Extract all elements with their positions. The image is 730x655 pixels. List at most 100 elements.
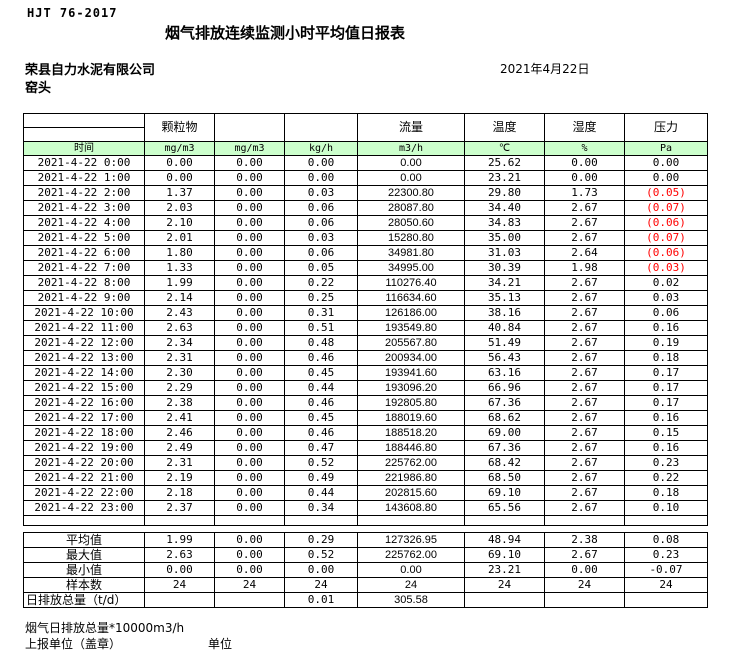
summary-value-cell: 24 [544,577,625,593]
table-row: 2021-4-22 13:00 2.31 0.00 0.46 200934.00 56.4… [23,350,708,366]
summary-value-cell: 2.63 [144,547,215,563]
value-cell: 0.46 [284,425,358,441]
summary-value-cell: 225762.00 [357,547,465,563]
summary-value-cell: 2.67 [544,547,625,563]
value-cell: 69.00 [464,425,545,441]
value-cell: 1.73 [544,185,625,201]
value-cell: 65.56 [464,500,545,516]
value-cell: 22300.80 [357,185,465,201]
value-cell: 0.22 [624,470,708,486]
time-cell: 2021-4-22 7:00 [23,260,145,276]
value-cell: 0.00 [214,155,285,171]
value-cell: 0.00 [214,200,285,216]
summary-row: 最大值 2.63 0.00 0.52 225762.00 69.10 2.67 0.23 [23,547,708,563]
value-cell: 0.00 [214,290,285,306]
station-name: 窑头 [25,81,52,96]
time-cell: 2021-4-22 2:00 [23,185,145,201]
value-cell: 0.00 [214,335,285,351]
value-cell: 2.67 [544,335,625,351]
value-cell: (0.05) [624,185,708,201]
summary-value-cell [214,592,285,608]
value-cell: 1.98 [544,260,625,276]
summary-value-cell: 0.00 [214,532,285,548]
value-cell: 0.34 [284,500,358,516]
summary-label-cell: 平均值 [23,532,145,548]
value-cell: 1.37 [144,185,215,201]
summary-value-cell: 0.01 [284,592,358,608]
value-cell: (0.07) [624,200,708,216]
summary-value-cell: 69.10 [464,547,545,563]
value-cell: 0.00 [214,305,285,321]
value-cell: 0.45 [284,365,358,381]
value-cell: 0.45 [284,410,358,426]
col-header-particulate: 颗粒物 [144,113,215,142]
value-cell: 0.00 [214,350,285,366]
unit-row: 时间 mg/m3 mg/m3 kg/h m3/h ℃ % Pa [23,141,708,156]
table-row: 2021-4-22 15:00 2.29 0.00 0.44 193096.20 66.9… [23,380,708,396]
table-row: 2021-4-22 4:00 2.10 0.00 0.06 28050.60 34.83 2… [23,215,708,231]
summary-value-cell: 24 [144,577,215,593]
value-cell: 2.67 [544,440,625,456]
value-cell: 0.00 [214,320,285,336]
summary-value-cell: 1.99 [144,532,215,548]
time-cell: 2021-4-22 18:00 [23,425,145,441]
value-cell: 35.00 [464,230,545,246]
time-cell: 2021-4-22 15:00 [23,380,145,396]
value-cell: 2.67 [544,485,625,501]
value-cell: 0.17 [624,365,708,381]
value-cell: 116634.60 [357,290,465,306]
value-cell: 0.16 [624,410,708,426]
value-cell: 2.38 [144,395,215,411]
company-name: 荣县自力水泥有限公司 [25,63,156,78]
time-cell: 2021-4-22 3:00 [23,200,145,216]
value-cell: 0.17 [624,380,708,396]
time-cell: 2021-4-22 5:00 [23,230,145,246]
value-cell: 0.00 [284,155,358,171]
value-cell: 34.40 [464,200,545,216]
empty-cell [284,515,358,526]
table-row: 2021-4-22 22:00 2.18 0.00 0.44 202815.60 69.1… [23,485,708,501]
value-cell: 2.67 [544,500,625,516]
value-cell: 0.06 [284,215,358,231]
table-row: 2021-4-22 20:00 2.31 0.00 0.52 225762.00 68.4… [23,455,708,471]
unit-cell-kgh: kg/h [284,141,358,156]
value-cell: 202815.60 [357,485,465,501]
report-unit-label: 上报单位（盖章） [25,637,122,651]
summary-rows: 平均值 1.99 0.00 0.29 127326.95 48.94 2.38 0.08 最大值… [23,532,708,608]
value-cell: 2.67 [544,290,625,306]
unit-cell-celsius: ℃ [464,141,545,156]
value-cell: 0.00 [544,170,625,186]
summary-value-cell: 305.58 [357,592,465,608]
value-cell: 192805.80 [357,395,465,411]
summary-value-cell [144,592,215,608]
summary-value-cell: 0.52 [284,547,358,563]
empty-cell [357,515,465,526]
value-cell: 2.64 [544,245,625,261]
table-row: 2021-4-22 3:00 2.03 0.00 0.06 28087.80 34.40 2… [23,200,708,216]
value-cell: 38.16 [464,305,545,321]
empty-row [23,515,708,526]
value-cell: 34.21 [464,275,545,291]
table-row: 2021-4-22 17:00 2.41 0.00 0.45 188019.60 68.6… [23,410,708,426]
value-cell: 1.33 [144,260,215,276]
value-cell: 63.16 [464,365,545,381]
value-cell: 205567.80 [357,335,465,351]
summary-label-cell: 最大值 [23,547,145,563]
value-cell: 200934.00 [357,350,465,366]
time-cell: 2021-4-22 12:00 [23,335,145,351]
value-cell: 0.51 [284,320,358,336]
empty-cell [23,515,145,526]
time-cell: 2021-4-22 22:00 [23,485,145,501]
value-cell: 0.48 [284,335,358,351]
footer-note: 烟气日排放总量*10000m3/h [25,621,185,635]
value-cell: 2.49 [144,440,215,456]
value-cell: 0.00 [214,185,285,201]
time-cell: 2021-4-22 19:00 [23,440,145,456]
value-cell: 126186.00 [357,305,465,321]
value-cell: 2.43 [144,305,215,321]
col-header-pressure: 压力 [624,113,708,142]
value-cell: 0.46 [284,350,358,366]
header-blank-bottom [23,127,145,142]
col-header-blank-2 [284,113,358,142]
value-cell: 0.00 [214,395,285,411]
